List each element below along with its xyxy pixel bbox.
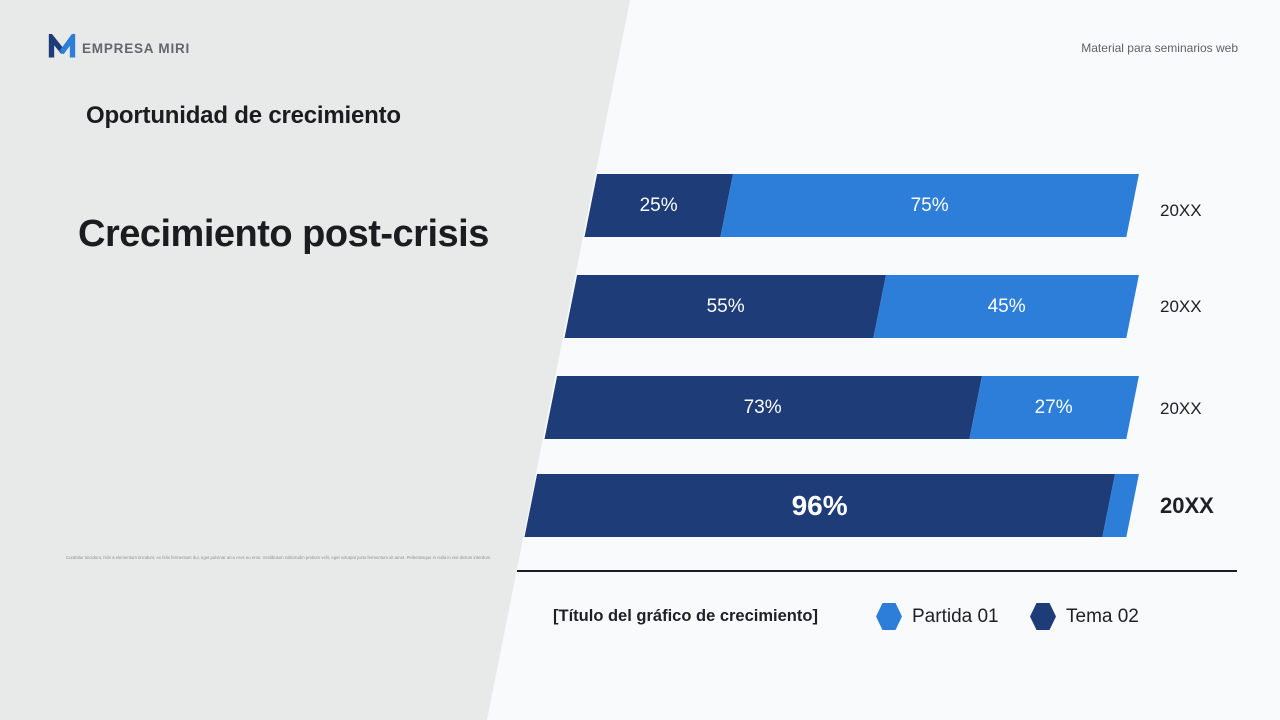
- section-kicker: Oportunidad de crecimiento: [86, 102, 401, 129]
- bar-row: 96%: [524, 474, 1139, 537]
- legend-item: Tema 02: [1030, 603, 1139, 630]
- bar-segment-dark: 96%: [524, 474, 1115, 537]
- legend-item: Partida 01: [876, 603, 999, 630]
- bar-row: 25% 75%: [584, 174, 1139, 237]
- chart-title-placeholder: [Título del gráfico de crecimiento]: [553, 607, 818, 625]
- hexagon-swatch-icon: [876, 603, 902, 630]
- legend-label: Tema 02: [1066, 605, 1139, 627]
- year-label: 20XX: [1160, 399, 1202, 418]
- bar-value-label: 25%: [639, 194, 678, 216]
- bar-segment-dark: 55%: [564, 275, 887, 338]
- bar-segment-light: 75%: [719, 174, 1139, 237]
- bar-segment-dark: 25%: [584, 174, 733, 237]
- top-right-note: Material para seminarios web: [1081, 41, 1238, 55]
- fine-print-text: Curabitur tincidunt, felis a elementum t…: [66, 555, 492, 560]
- legend-divider-line: [517, 570, 1237, 572]
- year-label: 20XX: [1160, 493, 1214, 518]
- bar-value-label: 45%: [987, 295, 1026, 317]
- page-title: Crecimiento post-crisis: [78, 213, 489, 255]
- legend-label: Partida 01: [912, 605, 999, 627]
- year-label: 20XX: [1160, 297, 1202, 316]
- bar-segment-light: 27%: [969, 376, 1139, 439]
- bar-value-label: 73%: [744, 396, 783, 418]
- bar-value-label: 75%: [910, 194, 949, 216]
- year-label: 20XX: [1160, 201, 1202, 220]
- bar-row: 55% 45%: [564, 275, 1139, 338]
- bar-segment-dark: 73%: [544, 376, 982, 439]
- bar-value-label: 96%: [791, 489, 848, 521]
- brand-name: EMPRESA MIRI: [82, 41, 191, 56]
- company-m-logo-icon: [48, 34, 76, 58]
- bar-row: 73% 27%: [544, 376, 1139, 439]
- hexagon-swatch-icon: [1030, 603, 1056, 630]
- bar-value-label: 55%: [706, 295, 745, 317]
- bar-value-label: 27%: [1035, 396, 1074, 418]
- bar-segment-light: 45%: [873, 275, 1139, 338]
